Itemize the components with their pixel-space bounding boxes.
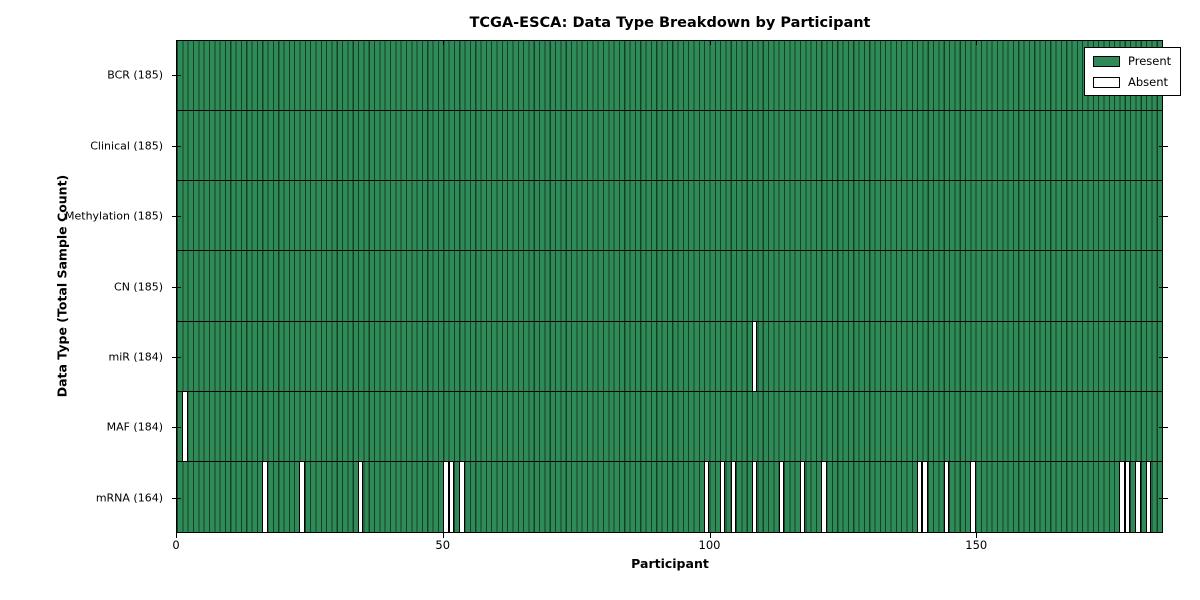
x-tick-label-0: 0 <box>172 538 180 552</box>
y-axis-tick <box>171 145 181 147</box>
absent-cell <box>799 461 806 532</box>
y-axis-tick <box>1158 356 1168 358</box>
x-axis-tick-top <box>442 41 444 45</box>
x-tick-label-50: 50 <box>435 538 451 552</box>
y-axis-tick <box>1158 497 1168 499</box>
datatype-row-mrna <box>177 461 1162 532</box>
absent-cell <box>1135 461 1141 532</box>
datatype-row-cn <box>177 251 1162 322</box>
datatype-row-clinical <box>177 111 1162 182</box>
y-tick-label-mir: miR (184) <box>108 350 164 364</box>
legend-label-present: Present <box>1128 54 1172 68</box>
absent-cell <box>459 461 465 532</box>
absent-cell <box>970 461 976 532</box>
absent-cell <box>752 321 758 391</box>
absent-cell <box>358 461 364 532</box>
x-axis-tick-bottom <box>442 533 444 538</box>
y-axis-tick <box>171 216 181 218</box>
y-tick-label-clinical: Clinical (185) <box>90 139 163 153</box>
y-axis-tick <box>171 427 181 429</box>
absent-cell <box>443 461 449 532</box>
absent-cell <box>778 461 784 532</box>
y-tick-label-cn: CN (185) <box>114 280 163 293</box>
absent-cell <box>262 461 268 532</box>
y-axis-tick <box>1158 216 1168 218</box>
legend-entry-absent: Absent <box>1093 75 1171 89</box>
x-axis-tick-top <box>709 41 711 45</box>
absent-cell <box>720 461 726 532</box>
x-axis-title: Participant <box>631 556 709 571</box>
legend-label-absent: Absent <box>1128 75 1169 89</box>
y-axis-tick <box>171 75 181 77</box>
x-axis-tick-bottom <box>176 533 177 538</box>
absent-cell <box>1119 461 1125 532</box>
absent-cell <box>1124 461 1131 532</box>
absent-cell <box>917 461 923 532</box>
y-axis-tick <box>1158 427 1168 429</box>
y-axis-tick-labels: BCR (185) Clinical (185) Methylation (18… <box>0 40 170 533</box>
absent-cell <box>1146 461 1152 532</box>
present-swatch-icon <box>1093 55 1120 67</box>
legend: Present Absent <box>1084 47 1182 96</box>
y-axis-tick <box>1158 145 1168 147</box>
absent-cell <box>299 461 305 532</box>
absent-cell <box>704 461 710 532</box>
y-axis-tick <box>171 497 181 499</box>
x-axis-tick-top <box>976 41 978 45</box>
x-tick-label-150: 150 <box>965 538 988 552</box>
absent-swatch-icon <box>1093 76 1120 88</box>
x-axis-tick-top <box>176 41 177 45</box>
datatype-row-maf <box>177 391 1162 462</box>
chart-title: TCGA-ESCA: Data Type Breakdown by Partic… <box>469 15 871 31</box>
absent-cell <box>943 461 949 532</box>
datatype-row-bcr <box>177 41 1162 112</box>
absent-cell <box>821 461 827 532</box>
y-axis-tick <box>171 286 181 288</box>
absent-cell <box>448 461 454 532</box>
x-axis-tick-bottom <box>709 533 711 538</box>
absent-cell <box>182 391 188 461</box>
legend-entry-present: Present <box>1093 54 1171 68</box>
absent-cell <box>752 461 758 532</box>
y-tick-label-bcr: BCR (185) <box>107 68 163 82</box>
y-axis-tick <box>1158 286 1168 288</box>
y-axis-tick <box>171 356 181 358</box>
absent-cell <box>922 461 928 532</box>
datatype-row-mir <box>177 321 1162 392</box>
y-tick-label-maf: MAF (184) <box>106 420 163 434</box>
datatype-row-methylation <box>177 181 1162 252</box>
x-tick-label-100: 100 <box>698 538 721 552</box>
plot-area <box>176 40 1163 533</box>
absent-cell <box>730 461 737 532</box>
x-axis-tick-bottom <box>976 533 978 538</box>
y-tick-label-methylation: Methylation (185) <box>65 209 163 223</box>
y-tick-label-mrna: mRNA (164) <box>95 491 163 505</box>
